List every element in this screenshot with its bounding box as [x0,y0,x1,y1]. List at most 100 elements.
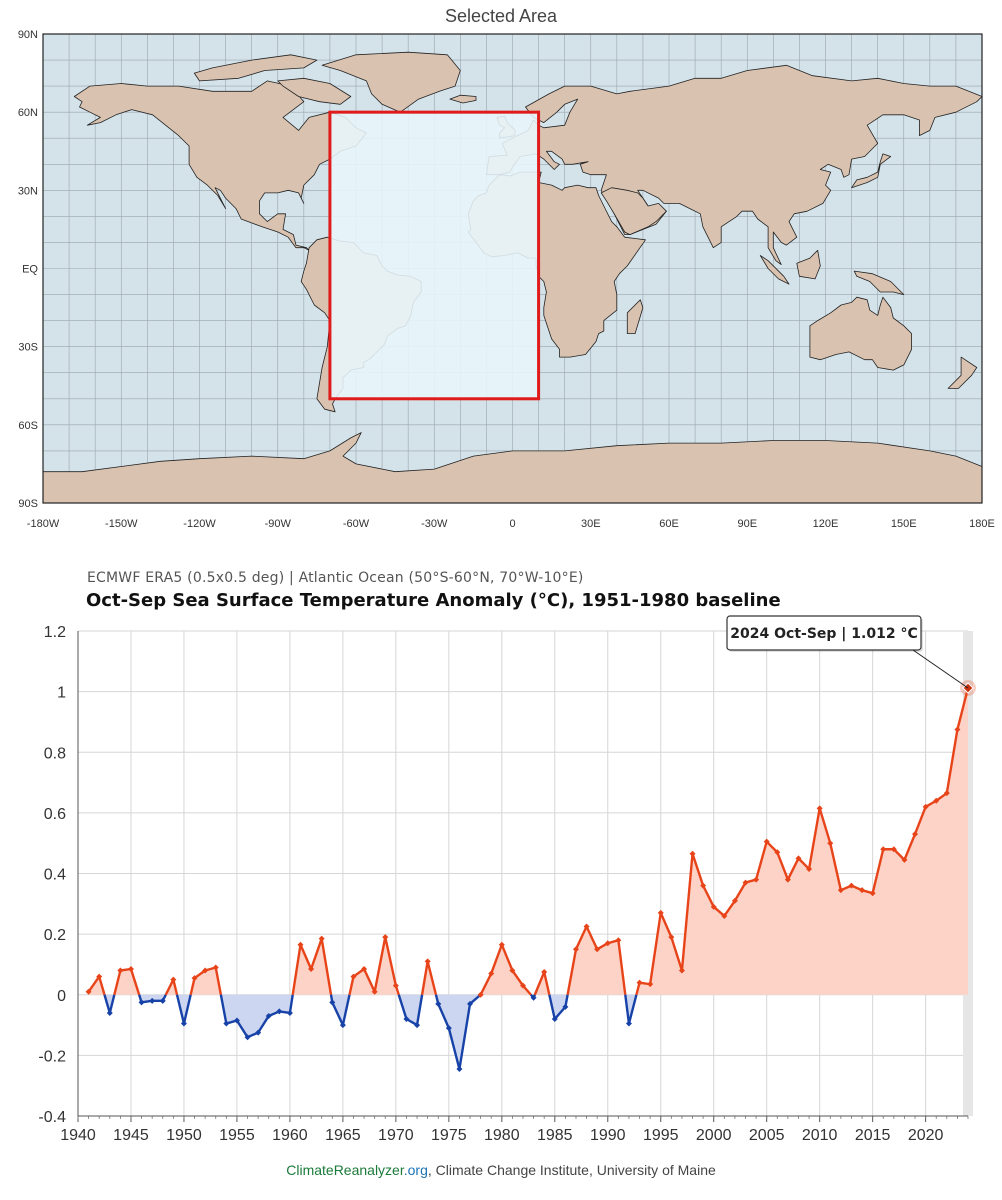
data-point[interactable] [636,979,643,986]
latest-data-point[interactable] [962,682,974,694]
chart-subtitle: ECMWF ERA5 (0.5x0.5 deg) | Atlantic Ocea… [87,570,584,586]
data-point[interactable] [965,684,971,691]
data-point[interactable] [647,981,654,988]
data-point[interactable] [901,856,908,863]
data-point[interactable] [763,838,770,845]
data-point[interactable] [498,941,505,948]
data-point[interactable] [668,934,675,941]
x-tick-label: 1940 [60,1127,96,1144]
data-point[interactable] [403,1016,410,1022]
data-point[interactable] [170,976,177,983]
data-point[interactable] [477,991,484,998]
data-point[interactable] [562,1003,569,1010]
data-point[interactable] [731,897,738,904]
y-tick-label: 0.2 [44,927,66,944]
data-point[interactable] [255,1029,262,1036]
data-point[interactable] [488,970,495,977]
positive-area [567,926,626,995]
data-point[interactable] [435,1000,442,1007]
data-point[interactable] [85,988,92,995]
data-point[interactable] [382,934,389,941]
x-tick-label: 1960 [272,1127,308,1144]
data-point[interactable] [625,1020,632,1027]
data-point[interactable] [149,997,156,1004]
data-point[interactable] [880,846,887,853]
data-point[interactable] [551,1016,558,1022]
data-point[interactable] [520,982,526,989]
data-point[interactable] [350,973,357,980]
data-point[interactable] [784,876,791,883]
data-point[interactable] [572,946,579,953]
data-point[interactable] [922,803,929,810]
data-point[interactable] [159,997,166,1004]
data-point[interactable] [424,958,431,965]
positive-line-segment [479,943,532,996]
data-point[interactable] [361,965,368,972]
data-point[interactable] [795,855,802,862]
brand-tld[interactable]: .org [403,1162,428,1178]
data-point[interactable] [943,790,950,797]
data-point[interactable] [806,865,813,872]
data-point[interactable] [604,940,611,947]
selected-area-box[interactable] [328,110,541,401]
data-point[interactable] [127,965,134,972]
data-point[interactable] [445,1025,452,1032]
data-point[interactable] [869,890,876,897]
data-point[interactable] [297,941,304,948]
selection-fill [329,112,539,399]
data-point[interactable] [583,923,590,930]
land-iceland [449,94,477,104]
data-point[interactable] [339,1022,346,1029]
negative-line-segment [175,994,192,1025]
data-point[interactable] [117,967,124,974]
data-point[interactable] [710,903,717,910]
data-point[interactable] [96,973,103,980]
data-point[interactable] [689,850,696,857]
data-point[interactable] [233,1017,240,1024]
data-point[interactable] [816,805,823,812]
data-point[interactable] [615,937,622,944]
data-point[interactable] [742,879,749,886]
data-point[interactable] [700,882,707,889]
data-point[interactable] [318,935,325,942]
data-point[interactable] [456,1066,463,1073]
brand-name[interactable]: ClimateReanalyzer [286,1162,404,1178]
data-point[interactable] [329,999,336,1006]
data-point[interactable] [827,840,834,847]
data-point[interactable] [848,882,855,889]
data-point[interactable] [509,967,516,974]
data-point[interactable] [202,967,209,974]
data-point[interactable] [837,887,844,894]
data-point[interactable] [212,964,219,971]
data-point[interactable] [106,1009,113,1016]
data-point[interactable] [530,994,537,1001]
data-point[interactable] [859,887,866,894]
data-point[interactable] [721,912,728,919]
data-point[interactable] [392,982,399,989]
data-point[interactable] [753,876,760,883]
footer-credit: ClimateReanalyzer.org, Climate Change In… [0,1162,1002,1178]
data-point[interactable] [276,1008,283,1015]
data-point[interactable] [912,831,919,838]
data-point[interactable] [933,797,940,804]
data-point[interactable] [286,1009,293,1016]
y-tick-label: 0.4 [44,867,66,884]
data-point[interactable] [541,969,548,976]
data-point[interactable] [191,975,198,982]
data-point[interactable] [890,846,897,853]
data-point[interactable] [774,849,781,856]
data-point[interactable] [265,1012,272,1019]
data-point[interactable] [371,988,378,995]
data-point[interactable] [954,726,961,733]
data-point[interactable] [467,1000,474,1007]
data-point[interactable] [678,967,685,974]
data-point[interactable] [244,1034,251,1041]
data-point[interactable] [657,909,664,916]
data-point[interactable] [414,1022,421,1029]
positive-line-segment [348,935,400,996]
data-point[interactable] [180,1020,187,1027]
data-point[interactable] [138,999,145,1006]
data-point[interactable] [308,965,315,972]
data-point[interactable] [223,1020,230,1027]
data-point[interactable] [594,946,601,953]
